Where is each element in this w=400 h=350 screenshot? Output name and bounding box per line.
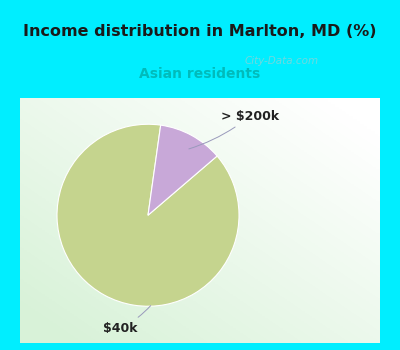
Text: Asian residents: Asian residents [139,66,261,80]
Wedge shape [57,124,239,306]
Text: $40k: $40k [104,306,151,335]
Text: City-Data.com: City-Data.com [244,56,319,66]
Text: > $200k: > $200k [189,110,279,149]
Text: Income distribution in Marlton, MD (%): Income distribution in Marlton, MD (%) [23,25,377,40]
Wedge shape [148,125,217,215]
